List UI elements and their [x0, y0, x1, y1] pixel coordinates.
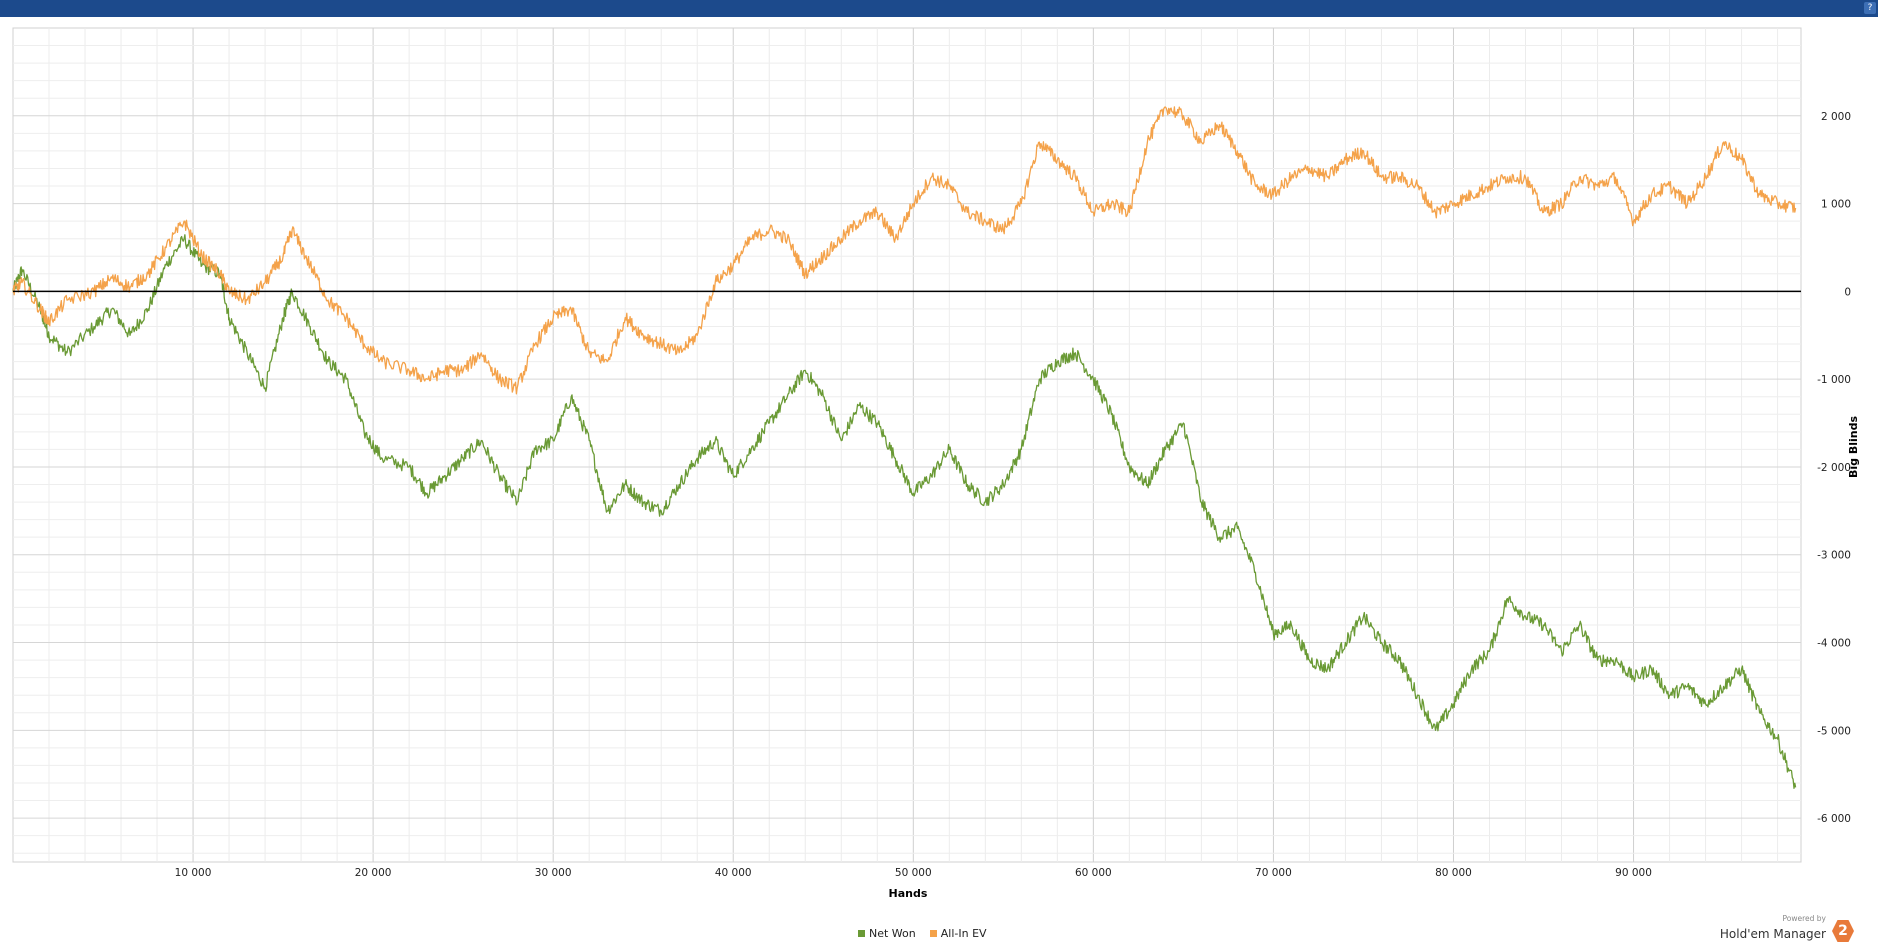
y-tick-label: -1 000 — [1817, 374, 1851, 386]
hem-logo-icon: 2 — [1832, 920, 1854, 942]
legend: Net Won All-In EV — [858, 927, 987, 940]
all-in-ev-series-line — [12, 106, 1797, 395]
x-tick-label: 20 000 — [355, 867, 392, 879]
brand-name: Hold'em Manager — [1719, 927, 1826, 941]
x-tick-label: 70 000 — [1255, 867, 1292, 879]
winnings-chart: 10 000 20 000 30 000 40 000 50 000 60 000 70 0… — [12, 27, 1860, 900]
powered-by-text: Powered by — [1782, 914, 1826, 923]
legend-label-all-in-ev: All-In EV — [940, 927, 987, 940]
series-layer — [12, 106, 1797, 789]
y-tick-label: 1 000 — [1821, 199, 1851, 211]
x-tick-label: 30 000 — [535, 867, 572, 879]
legend-label-net-won: Net Won — [869, 927, 916, 940]
x-tick-label: 90 000 — [1615, 867, 1652, 879]
y-tick-label: -3 000 — [1817, 550, 1851, 562]
x-tick-label: 80 000 — [1435, 867, 1472, 879]
y-axis-title: Big Blinds — [1847, 416, 1860, 478]
legend-swatch-all-in-ev — [929, 930, 937, 937]
axis-layer: 10 000 20 000 30 000 40 000 50 000 60 000 70 0… — [13, 111, 1851, 879]
x-tick-label: 40 000 — [715, 867, 752, 879]
x-tick-label: 10 000 — [175, 867, 212, 879]
x-tick-label: 60 000 — [1075, 867, 1112, 879]
legend-swatch-net-won — [858, 930, 865, 937]
x-tick-label: 50 000 — [895, 867, 932, 879]
x-axis-title: Hands — [889, 887, 928, 900]
y-tick-label: -4 000 — [1817, 638, 1851, 650]
plot-area — [12, 27, 1802, 863]
brand: Powered by Hold'em Manager 2 — [1720, 914, 1854, 942]
legend-item-all-in-ev[interactable]: All-In EV — [929, 927, 987, 940]
grid-layer — [12, 27, 1802, 863]
y-tick-label: -5 000 — [1817, 725, 1851, 737]
y-tick-label: 2 000 — [1821, 111, 1851, 123]
y-tick-label: 0 — [1844, 286, 1851, 298]
help-button[interactable]: ? — [1864, 2, 1876, 14]
legend-item-net-won[interactable]: Net Won — [858, 927, 916, 940]
y-tick-label: -2 000 — [1817, 462, 1851, 474]
net-won-series-line — [12, 234, 1797, 789]
y-tick-label: -6 000 — [1817, 813, 1851, 825]
title-bar: Player: FunnyDeath (ONG) Filter: Any dat… — [0, 0, 1878, 31]
